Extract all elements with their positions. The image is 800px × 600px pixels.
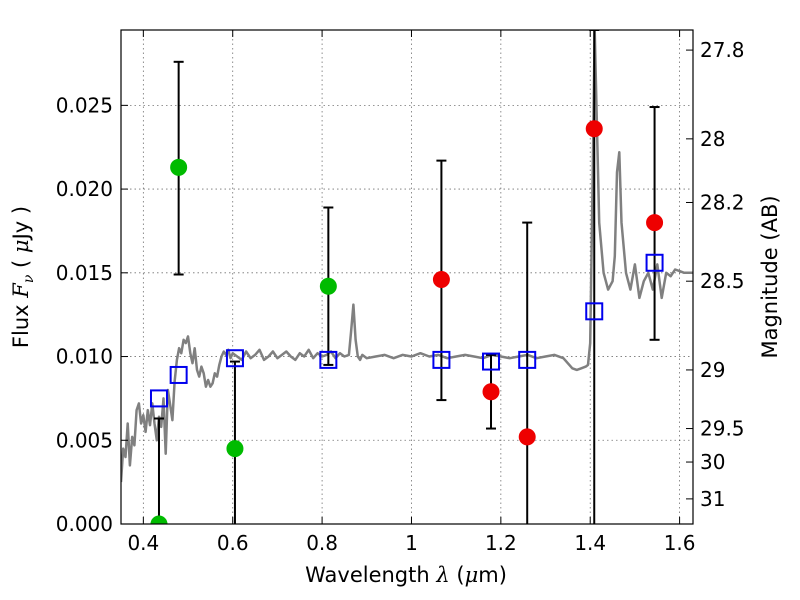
green-data-point [226, 440, 244, 458]
spectrum-line [121, 30, 693, 483]
tick-labels: 0.4 0.6 0.8 1 1.2 1.4 1.6 0.000 0.005 0.010 0.015 0… [56, 38, 745, 555]
spectrum-line-group [121, 30, 693, 483]
model-square-point [149, 389, 168, 408]
x-tick-label: 1 [405, 531, 418, 555]
x-tick-label: 0.6 [217, 531, 249, 555]
model-square-point [225, 349, 244, 368]
red-data-point [432, 271, 450, 289]
x-tick-label: 0.8 [306, 531, 338, 555]
y2-axis-label: Magnitude (AB) [758, 195, 782, 358]
red-data-point [646, 214, 664, 232]
plot-frame [120, 29, 694, 525]
y2-tick-label: 28 [700, 127, 725, 151]
red-data-point [585, 120, 603, 138]
y2-tick-label: 29.5 [700, 417, 745, 441]
model-square-point [482, 352, 501, 371]
x-tick-label: 0.4 [127, 531, 159, 555]
red-data-point [518, 428, 536, 446]
data-points [149, 120, 664, 524]
x-axis-label: Wavelength λ (μm) [305, 563, 507, 587]
y2-tick-label: 27.8 [700, 38, 745, 62]
y-tick-label: 0.000 [56, 512, 113, 536]
y-tick-label: 0.025 [56, 93, 113, 117]
y-tick-label: 0.015 [56, 261, 113, 285]
y-tick-label: 0.010 [56, 345, 113, 369]
y2-tick-label: 30 [700, 450, 725, 474]
y-tick-label: 0.020 [56, 177, 113, 201]
model-square-point [645, 253, 664, 272]
y-axis-label: Flux Fν ( μJy ) [9, 206, 37, 348]
y2-tick-label: 28.2 [700, 190, 745, 214]
red-data-point [482, 383, 500, 401]
x-tick-label: 1.6 [664, 531, 696, 555]
model-square-point [585, 302, 604, 321]
model-square-point [319, 350, 338, 369]
x-tick-label: 1.2 [485, 531, 517, 555]
y2-tick-label: 31 [700, 487, 725, 511]
model-square-point [169, 365, 188, 384]
green-data-point [170, 158, 188, 176]
model-square-point [518, 350, 537, 369]
model-square-point [432, 350, 451, 369]
x-tick-label: 1.4 [574, 531, 606, 555]
y-tick-label: 0.005 [56, 428, 113, 452]
green-data-point [319, 277, 337, 295]
y2-tick-label: 29 [700, 358, 725, 382]
axis-ticks [121, 30, 693, 525]
green-data-point [150, 515, 168, 524]
y2-tick-label: 28.5 [700, 269, 745, 293]
grid-lines [121, 30, 693, 525]
